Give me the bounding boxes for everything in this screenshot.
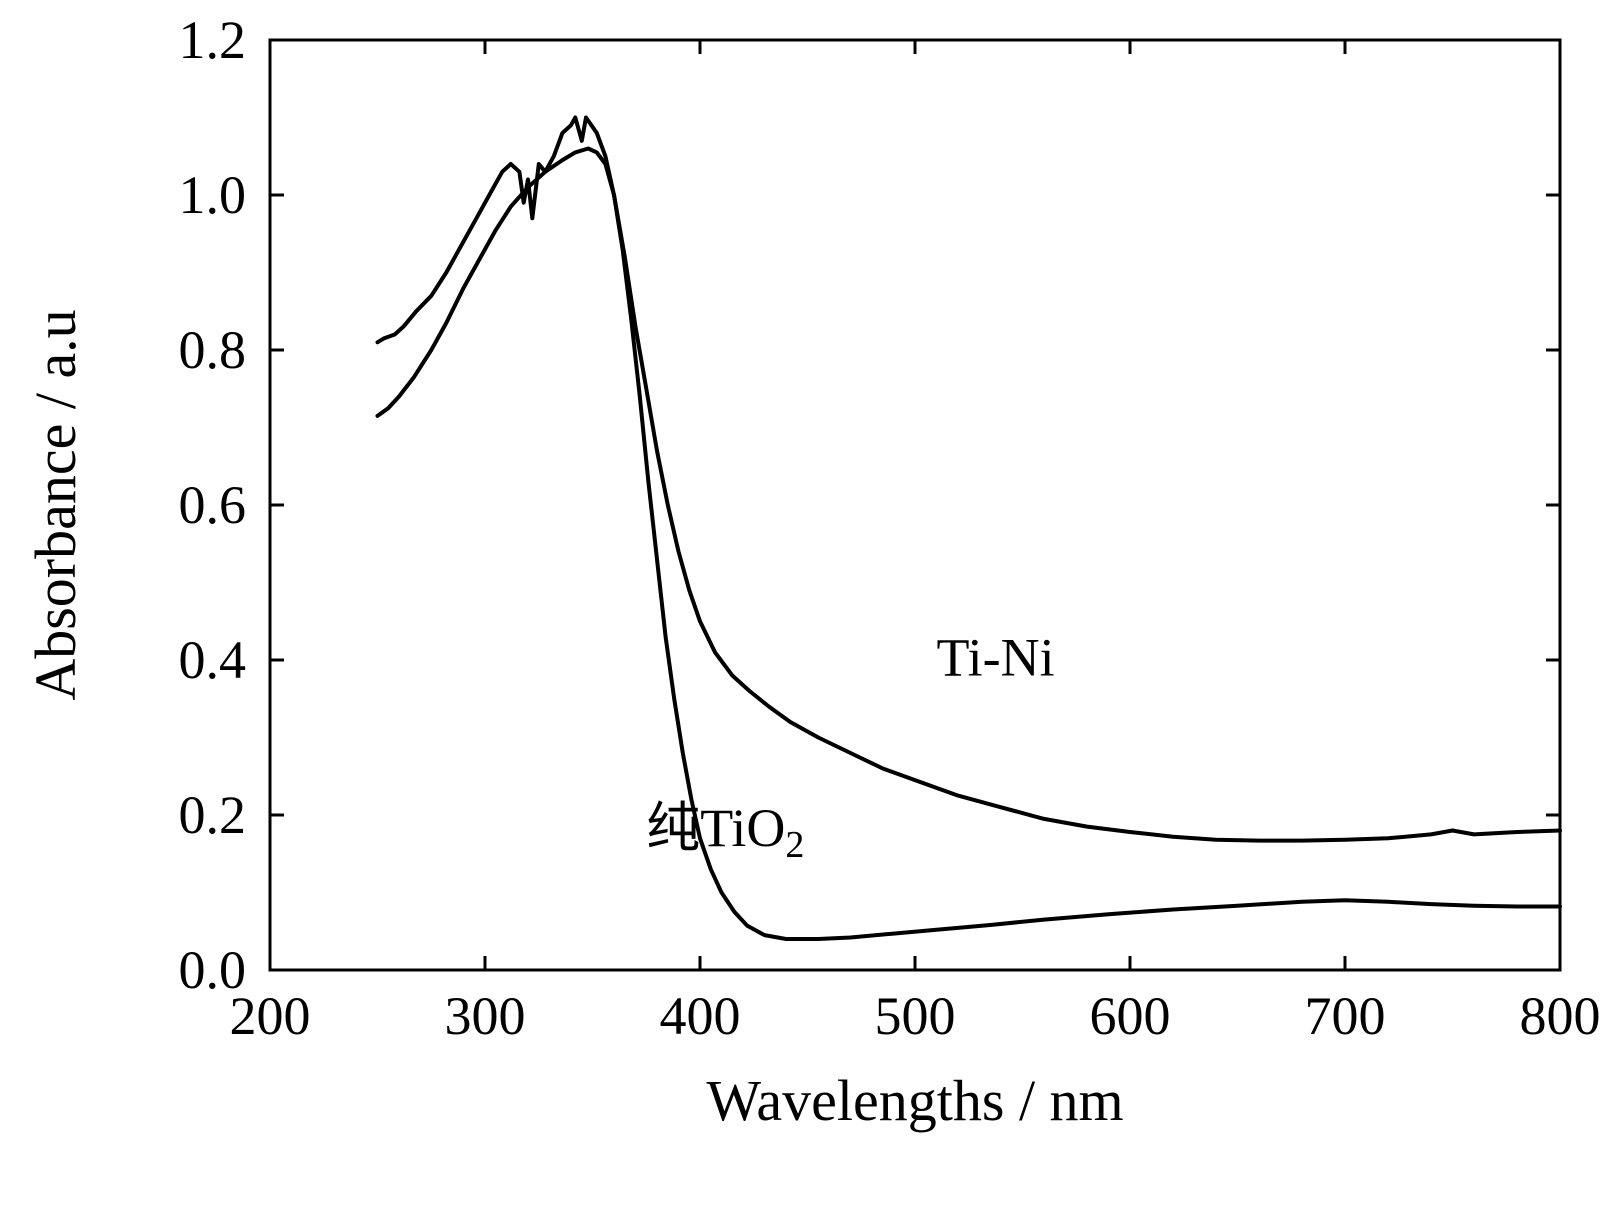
y-tick-label: 0.6 (179, 475, 247, 535)
x-axis-label: Wavelengths / nm (706, 1068, 1123, 1133)
y-tick-label: 0.4 (179, 630, 247, 690)
absorbance-chart: 2003004005006007008000.00.20.40.60.81.01… (0, 0, 1600, 1216)
chart-container: 2003004005006007008000.00.20.40.60.81.01… (0, 0, 1600, 1216)
x-tick-label: 600 (1090, 986, 1171, 1046)
x-tick-label: 500 (875, 986, 956, 1046)
y-tick-label: 0.8 (179, 320, 247, 380)
x-tick-label: 800 (1520, 986, 1600, 1046)
y-tick-label: 1.0 (179, 165, 247, 225)
y-tick-label: 0.2 (179, 785, 247, 845)
annotation-0: Ti-Ni (937, 628, 1055, 688)
y-tick-label: 1.2 (179, 10, 247, 70)
y-axis-label: Absorbance / a.u (23, 309, 88, 700)
series-pure-TiO2 (378, 149, 1561, 940)
y-tick-label: 0.0 (179, 940, 247, 1000)
x-tick-label: 400 (660, 986, 741, 1046)
annotation-1: 纯TiO2 (646, 798, 804, 866)
x-tick-label: 300 (445, 986, 526, 1046)
series-Ti-Ni (378, 118, 1561, 841)
plot-frame (270, 40, 1560, 970)
x-tick-label: 700 (1305, 986, 1386, 1046)
